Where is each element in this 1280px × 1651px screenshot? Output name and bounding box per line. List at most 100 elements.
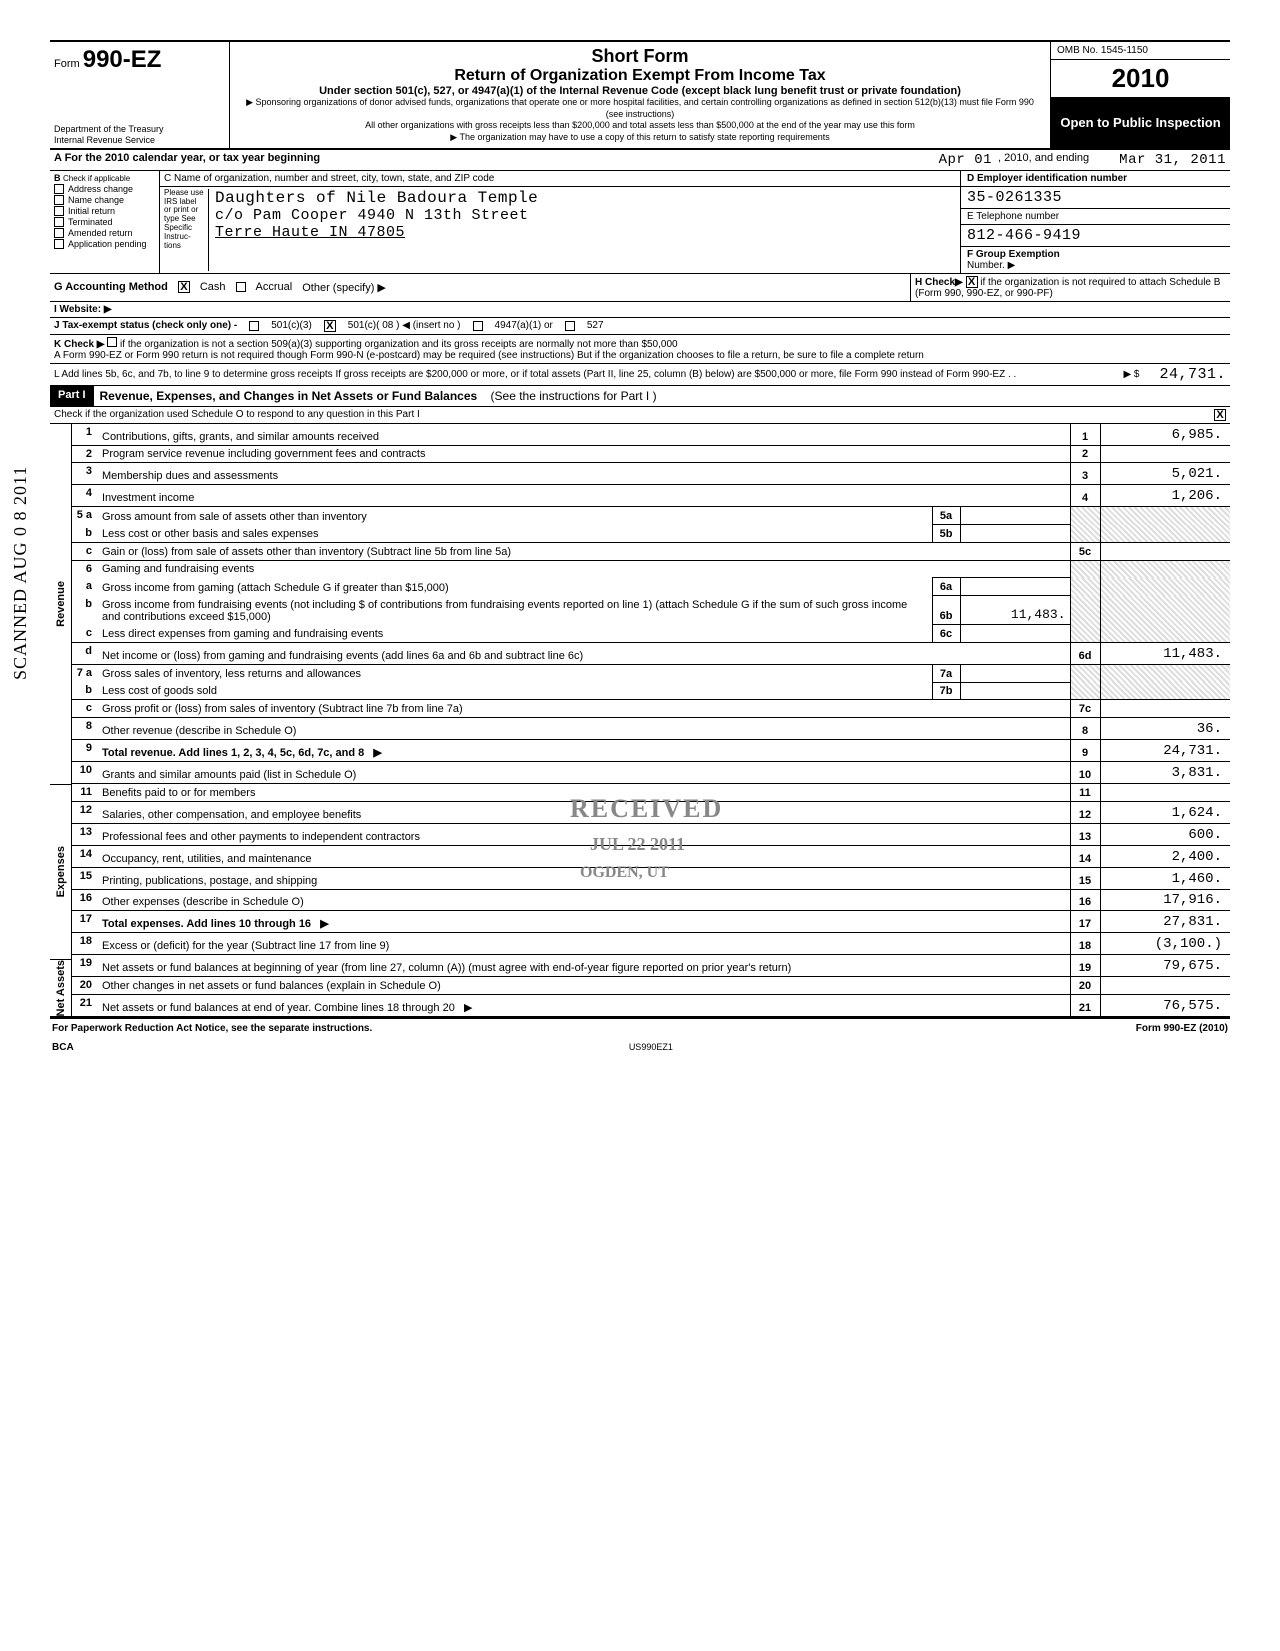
form-990ez: Form 990-EZ Department of the Treasury I… xyxy=(50,40,1230,1019)
line-16-value: 17,916. xyxy=(1100,889,1230,911)
f-header: F Group Exemption xyxy=(967,249,1060,260)
checkbox-cash[interactable]: X xyxy=(178,281,190,293)
checkbox-schedule-o[interactable]: X xyxy=(1214,409,1226,421)
checkbox-address-change[interactable] xyxy=(54,184,64,194)
k-label: K Check ▶ xyxy=(54,339,104,350)
footer-mid: US990EZ1 xyxy=(629,1042,673,1053)
part-i-note: (See the instructions for Part I ) xyxy=(491,389,657,403)
line-7c-desc: Gross profit or (loss) from sales of inv… xyxy=(102,703,463,715)
line-8-value: 36. xyxy=(1100,718,1230,740)
ein-value: 35-0261335 xyxy=(961,187,1230,209)
lbl-terminated: Terminated xyxy=(68,217,113,227)
lbl-4947: 4947(a)(1) or xyxy=(495,320,553,331)
lbl-name-change: Name change xyxy=(68,195,124,205)
header-note3: ▶ The organization may have to use a cop… xyxy=(238,132,1042,144)
line-14-desc: Occupancy, rent, utilities, and maintena… xyxy=(102,853,312,865)
header-note1: ▶ Sponsoring organizations of donor advi… xyxy=(238,97,1042,120)
g-label: G Accounting Method xyxy=(54,281,168,293)
lbl-amended-return: Amended return xyxy=(68,228,133,238)
line-1-desc: Contributions, gifts, grants, and simila… xyxy=(102,431,379,443)
line-19-value: 79,675. xyxy=(1100,955,1230,977)
line-3-desc: Membership dues and assessments xyxy=(102,470,278,482)
lbl-address-change: Address change xyxy=(68,184,133,194)
page-footer: For Paperwork Reduction Act Notice, see … xyxy=(50,1019,1230,1038)
line-6-desc: Gaming and fundraising events xyxy=(102,563,254,575)
checkbox-initial-return[interactable] xyxy=(54,206,64,216)
checkbox-application-pending[interactable] xyxy=(54,239,64,249)
omb-number: OMB No. 1545-1150 xyxy=(1051,42,1230,60)
l-value: 24,731. xyxy=(1159,366,1226,383)
tax-year-end: Mar 31, 2011 xyxy=(1119,152,1226,168)
checkbox-amended-return[interactable] xyxy=(54,228,64,238)
line-17-value: 27,831. xyxy=(1100,911,1230,933)
checkbox-terminated[interactable] xyxy=(54,217,64,227)
line-a: A For the 2010 calendar year, or tax yea… xyxy=(50,150,1230,171)
form-label: Form xyxy=(54,58,80,70)
footer-right: Form 990-EZ (2010) xyxy=(1136,1023,1228,1034)
dept-treasury: Department of the Treasury xyxy=(54,124,225,135)
checkbox-name-change[interactable] xyxy=(54,195,64,205)
line-21-desc: Net assets or fund balances at end of ye… xyxy=(102,1002,455,1014)
lbl-accrual: Accrual xyxy=(256,281,293,293)
line-8-desc: Other revenue (describe in Schedule O) xyxy=(102,725,296,737)
h-label: H Check▶ xyxy=(915,277,963,288)
part-i-title: Revenue, Expenses, and Changes in Net As… xyxy=(100,389,478,403)
line-6d-desc: Net income or (loss) from gaming and fun… xyxy=(102,650,583,662)
checkbox-k[interactable] xyxy=(107,337,117,347)
checkbox-501c3[interactable] xyxy=(249,321,259,331)
header-note2: All other organizations with gross recei… xyxy=(238,120,1042,132)
identity-block: B Check if applicable Address change Nam… xyxy=(50,171,1230,274)
open-to-public: Open to Public Inspection xyxy=(1051,98,1230,148)
checkbox-501c[interactable]: X xyxy=(324,320,336,332)
line-18-desc: Excess or (deficit) for the year (Subtra… xyxy=(102,940,389,952)
line-l: L Add lines 5b, 6c, and 7b, to line 9 to… xyxy=(50,364,1230,386)
page-footer-2: BCA US990EZ1 xyxy=(50,1038,1230,1057)
line-15-desc: Printing, publications, postage, and shi… xyxy=(102,875,317,887)
phone-value: 812-466-9419 xyxy=(961,225,1230,247)
line-2-value xyxy=(1100,445,1230,463)
line-7b-desc: Less cost of goods sold xyxy=(102,685,217,697)
line-i: I Website: ▶ xyxy=(50,302,1230,318)
line-20-desc: Other changes in net assets or fund bala… xyxy=(102,980,441,992)
line-6a-desc: Gross income from gaming (attach Schedul… xyxy=(102,582,449,594)
f-sub: Number. ▶ xyxy=(967,260,1015,271)
checkbox-4947[interactable] xyxy=(473,321,483,331)
line-1-value: 6,985. xyxy=(1100,424,1230,445)
i-label: I Website: ▶ xyxy=(54,304,112,315)
line-2-desc: Program service revenue including govern… xyxy=(102,448,425,460)
line-17-desc: Total expenses. Add lines 10 through 16 xyxy=(102,918,311,930)
lines-table: 1Contributions, gifts, grants, and simil… xyxy=(72,424,1230,1016)
tab-netassets: Net Assets xyxy=(50,959,72,1016)
line-18-value: (3,100.) xyxy=(1100,933,1230,955)
j-label: J Tax-exempt status (check only one) - xyxy=(54,320,237,331)
section-def: D Employer identification number 35-0261… xyxy=(960,171,1230,273)
line-14-value: 2,400. xyxy=(1100,845,1230,867)
scanned-stamp: SCANNED AUG 0 8 2011 xyxy=(10,466,31,680)
checkbox-accrual[interactable] xyxy=(236,282,246,292)
line-10-value: 3,831. xyxy=(1100,762,1230,784)
line-21-value: 76,575. xyxy=(1100,995,1230,1017)
line-3-value: 5,021. xyxy=(1100,463,1230,485)
line-7a-desc: Gross sales of inventory, less returns a… xyxy=(102,668,361,680)
dept-irs: Internal Revenue Service xyxy=(54,135,225,146)
line-6c-desc: Less direct expenses from gaming and fun… xyxy=(102,628,383,640)
tab-expenses: Expenses xyxy=(50,784,72,959)
checkbox-h[interactable]: X xyxy=(966,276,978,288)
line-6d-value: 11,483. xyxy=(1100,643,1230,665)
line-9-value: 24,731. xyxy=(1100,740,1230,762)
footer-bca: BCA xyxy=(52,1042,74,1053)
checkbox-527[interactable] xyxy=(565,321,575,331)
form-header: Form 990-EZ Department of the Treasury I… xyxy=(50,42,1230,150)
c-header: C Name of organization, number and stree… xyxy=(160,171,960,187)
e-header: E Telephone number xyxy=(961,209,1230,225)
part-i-check: Check if the organization used Schedule … xyxy=(50,407,1230,424)
line-9-desc: Total revenue. Add lines 1, 2, 3, 4, 5c,… xyxy=(102,747,364,759)
part-i-header: Part I Revenue, Expenses, and Changes in… xyxy=(50,386,1230,407)
title-short-form: Short Form xyxy=(238,46,1042,67)
b-check-if: Check if applicable xyxy=(63,174,130,183)
footer-left: For Paperwork Reduction Act Notice, see … xyxy=(52,1023,372,1034)
org-addr2: Terre Haute IN 47805 xyxy=(215,224,956,241)
line-19-desc: Net assets or fund balances at beginning… xyxy=(102,962,791,974)
line-10-desc: Grants and similar amounts paid (list in… xyxy=(102,769,356,781)
line-4-value: 1,206. xyxy=(1100,485,1230,507)
